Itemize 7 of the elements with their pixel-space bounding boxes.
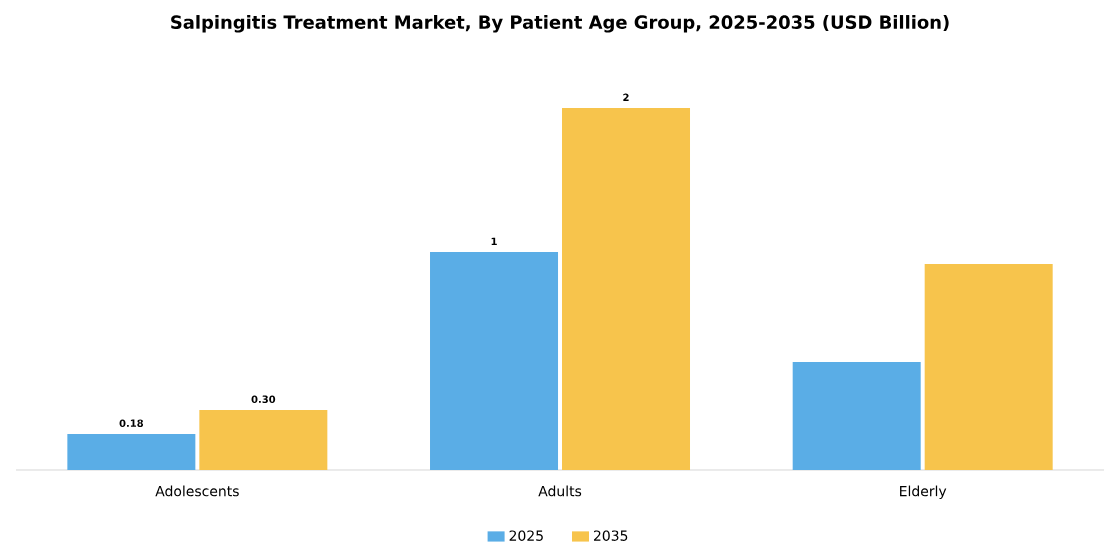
bar (67, 434, 196, 470)
chart-title: Salpingitis Treatment Market, By Patient Age Group, 2025-2035 (USD Billion) (171, 15, 949, 33)
bar (199, 410, 328, 470)
bar (562, 108, 691, 470)
bar (792, 362, 921, 470)
bar (924, 264, 1053, 470)
bar (430, 252, 559, 470)
